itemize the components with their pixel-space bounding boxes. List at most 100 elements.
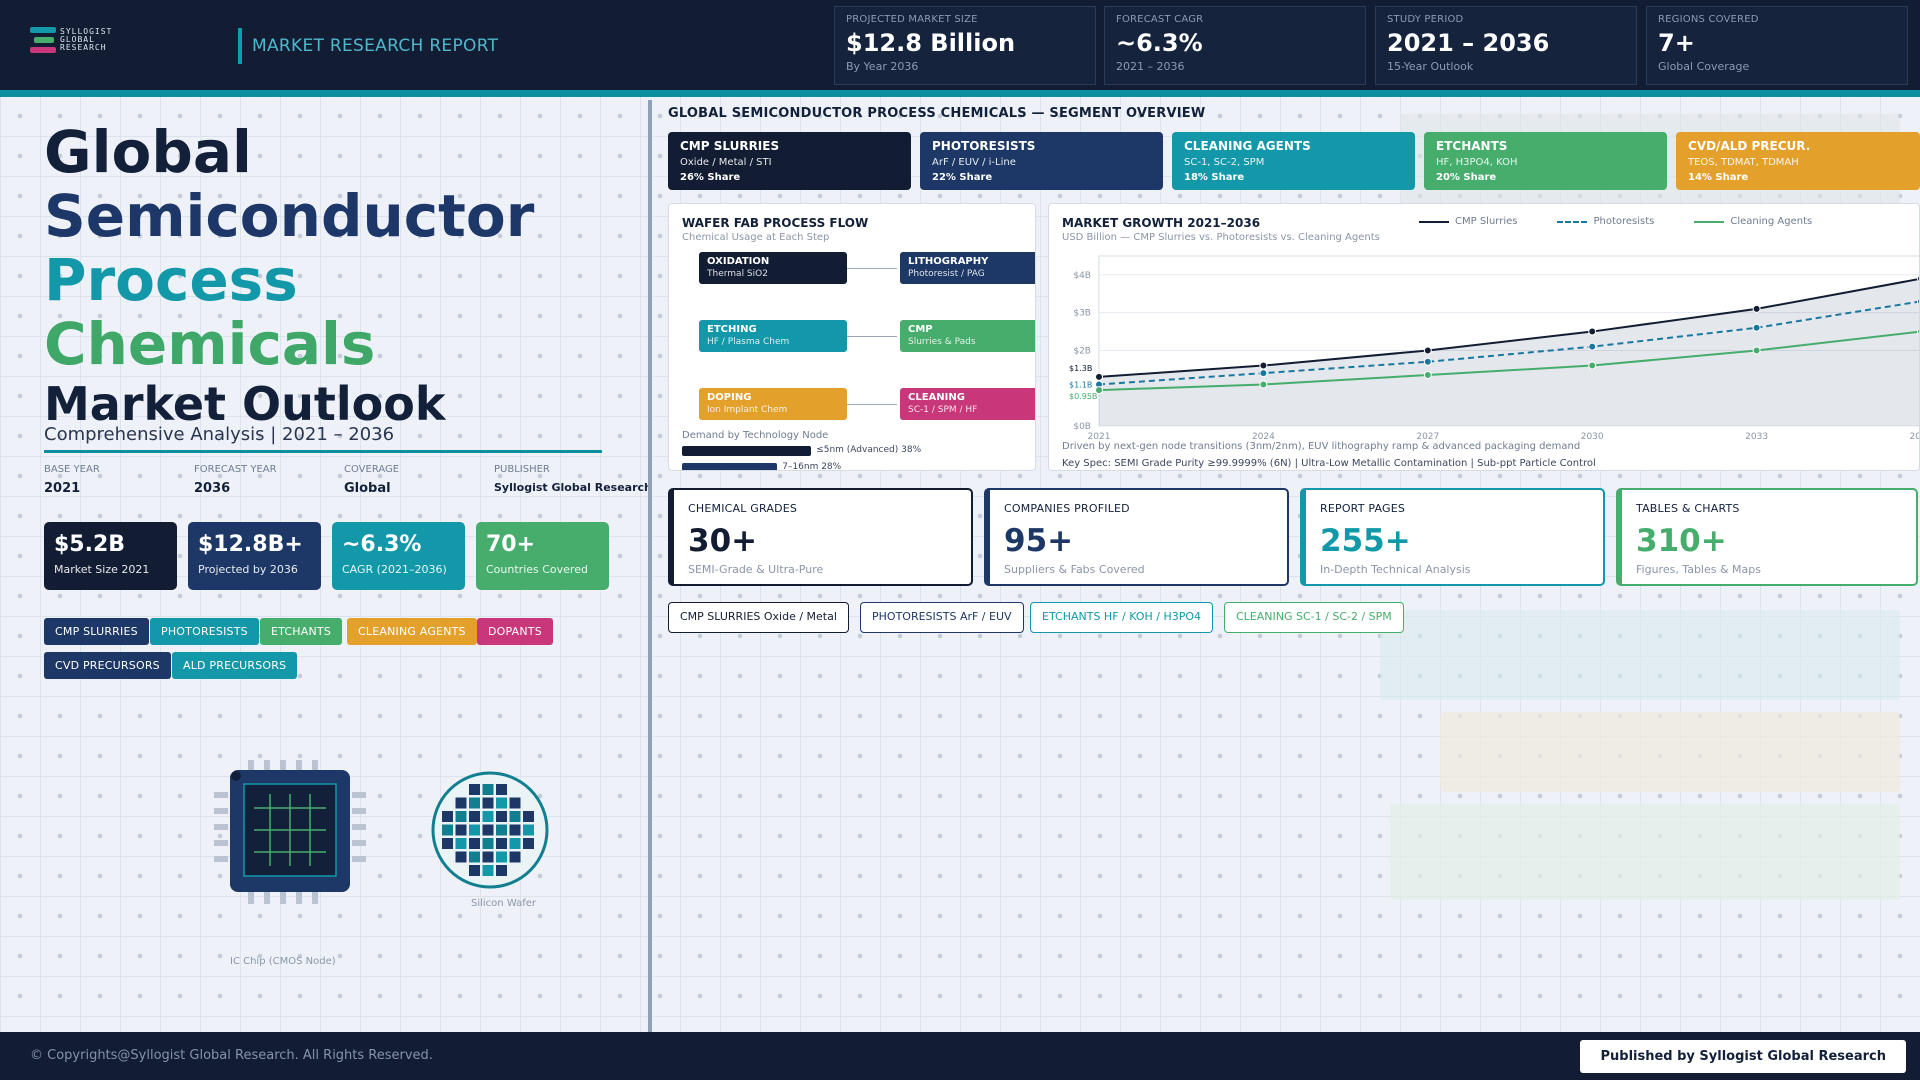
report-subtitle: Comprehensive Analysis | 2021 – 2036 bbox=[44, 424, 395, 445]
card-label: TABLES & CHARTS bbox=[1636, 502, 1740, 515]
kpi-value: $12.8 Billion bbox=[846, 29, 1016, 57]
wafer-die bbox=[469, 851, 480, 863]
kpi-value: ~6.3% bbox=[1116, 29, 1203, 57]
company-logo[interactable]: SYLLOGIST GLOBAL RESEARCH bbox=[30, 20, 120, 60]
meta-forecast-year: FORECAST YEAR 2036 bbox=[194, 464, 277, 496]
wafer-fab-flow-panel: WAFER FAB PROCESS FLOW Chemical Usage at… bbox=[668, 203, 1036, 471]
wafer-die bbox=[482, 784, 494, 795]
x-tick-label: 2033 bbox=[1745, 432, 1768, 442]
wafer-die bbox=[496, 838, 507, 849]
flow-title: WAFER FAB PROCESS FLOW bbox=[682, 216, 869, 230]
series-start-label: $1.3B bbox=[1069, 364, 1092, 373]
card-label: COMPANIES PROFILED bbox=[1004, 502, 1130, 515]
series-point bbox=[1259, 369, 1268, 378]
pill-photoresists[interactable]: PHOTORESISTS ArF / EUV bbox=[860, 602, 1024, 633]
card-companies-profiled: COMPANIES PROFILED 95+ Suppliers & Fabs … bbox=[984, 488, 1289, 586]
logo-wordmark: SYLLOGIST GLOBAL RESEARCH bbox=[60, 27, 113, 52]
wafer-die bbox=[482, 851, 494, 863]
series-line bbox=[1098, 300, 1919, 386]
demand-bar-label: ≤5nm (Advanced) 38% bbox=[816, 445, 922, 455]
series-point bbox=[1259, 380, 1268, 389]
card-value: 255+ bbox=[1320, 523, 1411, 559]
chip-ald-precursors[interactable]: ALD PRECURSORS bbox=[172, 652, 298, 679]
wafer-die bbox=[442, 811, 453, 822]
flow-node-doping[interactable]: DOPING Ion Implant Chem bbox=[699, 388, 847, 420]
chip-cvd-precursors[interactable]: CVD PRECURSORS bbox=[44, 652, 171, 679]
segment-card-etchants[interactable]: ETCHANTS HF, H3PO4, KOH 20% Share bbox=[1424, 132, 1667, 190]
x-tick-label: 2024 bbox=[1252, 432, 1275, 442]
report-title: Global Semiconductor Process Chemicals M… bbox=[44, 120, 534, 432]
segment-card-cmp-slurries[interactable]: CMP SLURRIES Oxide / Metal / STI 26% Sha… bbox=[668, 132, 911, 190]
series-point bbox=[1752, 346, 1761, 355]
y-tick-label: $4B bbox=[1073, 271, 1091, 281]
x-tick-label: 2030 bbox=[1581, 432, 1604, 442]
flow-node-oxidation[interactable]: OXIDATION Thermal SiO2 bbox=[699, 252, 847, 284]
stat-cagr: ~6.3% CAGR (2021–2036) bbox=[332, 522, 465, 590]
node-name: DOPING bbox=[707, 392, 752, 403]
pill-etchants[interactable]: ETCHANTS HF / KOH / H3PO4 bbox=[1030, 602, 1214, 633]
demand-bar bbox=[682, 463, 778, 470]
series-point bbox=[1588, 327, 1597, 336]
flow-subtitle: Chemical Usage at Each Step bbox=[682, 232, 830, 243]
series-start-label: $0.95B bbox=[1069, 392, 1097, 401]
legend-label: Photoresists bbox=[1593, 216, 1655, 227]
x-tick-label: 2036 bbox=[1910, 432, 1920, 442]
flow-node-etching[interactable]: ETCHING HF / Plasma Chem bbox=[699, 320, 847, 352]
pill-cleaning[interactable]: CLEANING SC-1 / SC-2 / SPM bbox=[1224, 602, 1404, 633]
wafer-die bbox=[496, 797, 507, 809]
segment-share: 14% Share bbox=[1688, 172, 1749, 183]
chip-cmp-slurries[interactable]: CMP SLURRIES bbox=[44, 618, 149, 645]
wafer-die bbox=[442, 838, 453, 849]
chart-note-spec: Key Spec: SEMI Grade Purity ≥99.9999% (6… bbox=[1062, 458, 1596, 469]
ic-chip-caption: IC Chip (CMOS Node) bbox=[230, 956, 336, 967]
wafer-die bbox=[442, 824, 453, 836]
wafer-die bbox=[496, 851, 507, 863]
chip-dopants[interactable]: DOPANTS bbox=[477, 618, 553, 645]
node-name: CLEANING bbox=[908, 392, 965, 403]
title-line-3: Process bbox=[44, 246, 298, 314]
legend-swatch bbox=[1557, 220, 1588, 223]
segment-card-photoresists[interactable]: PHOTORESISTS ArF / EUV / i-Line 22% Shar… bbox=[920, 132, 1163, 190]
series-point bbox=[1095, 386, 1103, 395]
node-name: ETCHING bbox=[707, 324, 757, 335]
meta-label: PUBLISHER bbox=[494, 464, 550, 475]
flow-node-lithography[interactable]: LITHOGRAPHY Photoresist / PAG bbox=[900, 252, 1035, 284]
flow-connector bbox=[847, 336, 897, 337]
node-desc: Slurries & Pads bbox=[908, 337, 976, 347]
meta-value: 2036 bbox=[194, 481, 231, 496]
vertical-divider bbox=[648, 100, 652, 1032]
chip-photoresists[interactable]: PHOTORESISTS bbox=[150, 618, 259, 645]
flow-node-cmp[interactable]: CMP Slurries & Pads bbox=[900, 320, 1035, 352]
stat-label: CAGR (2021–2036) bbox=[342, 563, 447, 576]
top-header-bar: SYLLOGIST GLOBAL RESEARCH MARKET RESEARC… bbox=[0, 0, 1920, 90]
wafer-die bbox=[469, 838, 480, 849]
demand-title: Demand by Technology Node bbox=[682, 430, 829, 441]
y-tick-label: $2B bbox=[1073, 346, 1091, 356]
series-point bbox=[1588, 361, 1597, 370]
card-sub: Suppliers & Fabs Covered bbox=[1004, 563, 1145, 576]
segment-card-cvd-ald-precursors[interactable]: CVD/ALD PRECUR. TEOS, TDMAT, TDMAH 14% S… bbox=[1676, 132, 1920, 190]
header-accent-stripe bbox=[0, 90, 1920, 97]
pill-cmp-slurries[interactable]: CMP SLURRIES Oxide / Metal bbox=[668, 602, 849, 633]
published-by-badge[interactable]: Published by Syllogist Global Research bbox=[1580, 1040, 1906, 1073]
wafer-die bbox=[496, 865, 507, 876]
chip-etchants[interactable]: ETCHANTS bbox=[260, 618, 343, 645]
segment-desc: TEOS, TDMAT, TDMAH bbox=[1688, 157, 1799, 168]
chart-subtitle: USD Billion — CMP Slurries vs. Photoresi… bbox=[1062, 232, 1380, 243]
node-name: LITHOGRAPHY bbox=[908, 256, 989, 267]
segment-card-cleaning-agents[interactable]: CLEANING AGENTS SC-1, SC-2, SPM 18% Shar… bbox=[1172, 132, 1415, 190]
wafer-die bbox=[509, 824, 521, 836]
series-point bbox=[1917, 275, 1919, 283]
segment-share: 20% Share bbox=[1436, 172, 1497, 183]
title-line-2: Semiconductor bbox=[44, 182, 535, 250]
meta-publisher: PUBLISHER Syllogist Global Research bbox=[494, 464, 652, 494]
flow-node-cleaning[interactable]: CLEANING SC-1 / SPM / HF bbox=[900, 388, 1035, 420]
background-ghost-block bbox=[1390, 804, 1900, 900]
chip-cleaning-agents[interactable]: CLEANING AGENTS bbox=[347, 618, 477, 645]
demand-bar bbox=[682, 446, 812, 456]
chart-title: MARKET GROWTH 2021–2036 bbox=[1062, 216, 1261, 230]
wafer-die bbox=[509, 797, 521, 809]
legend-swatch bbox=[1694, 220, 1725, 223]
legend-label: Cleaning Agents bbox=[1730, 216, 1813, 227]
title-line-4: Chemicals bbox=[44, 310, 376, 378]
